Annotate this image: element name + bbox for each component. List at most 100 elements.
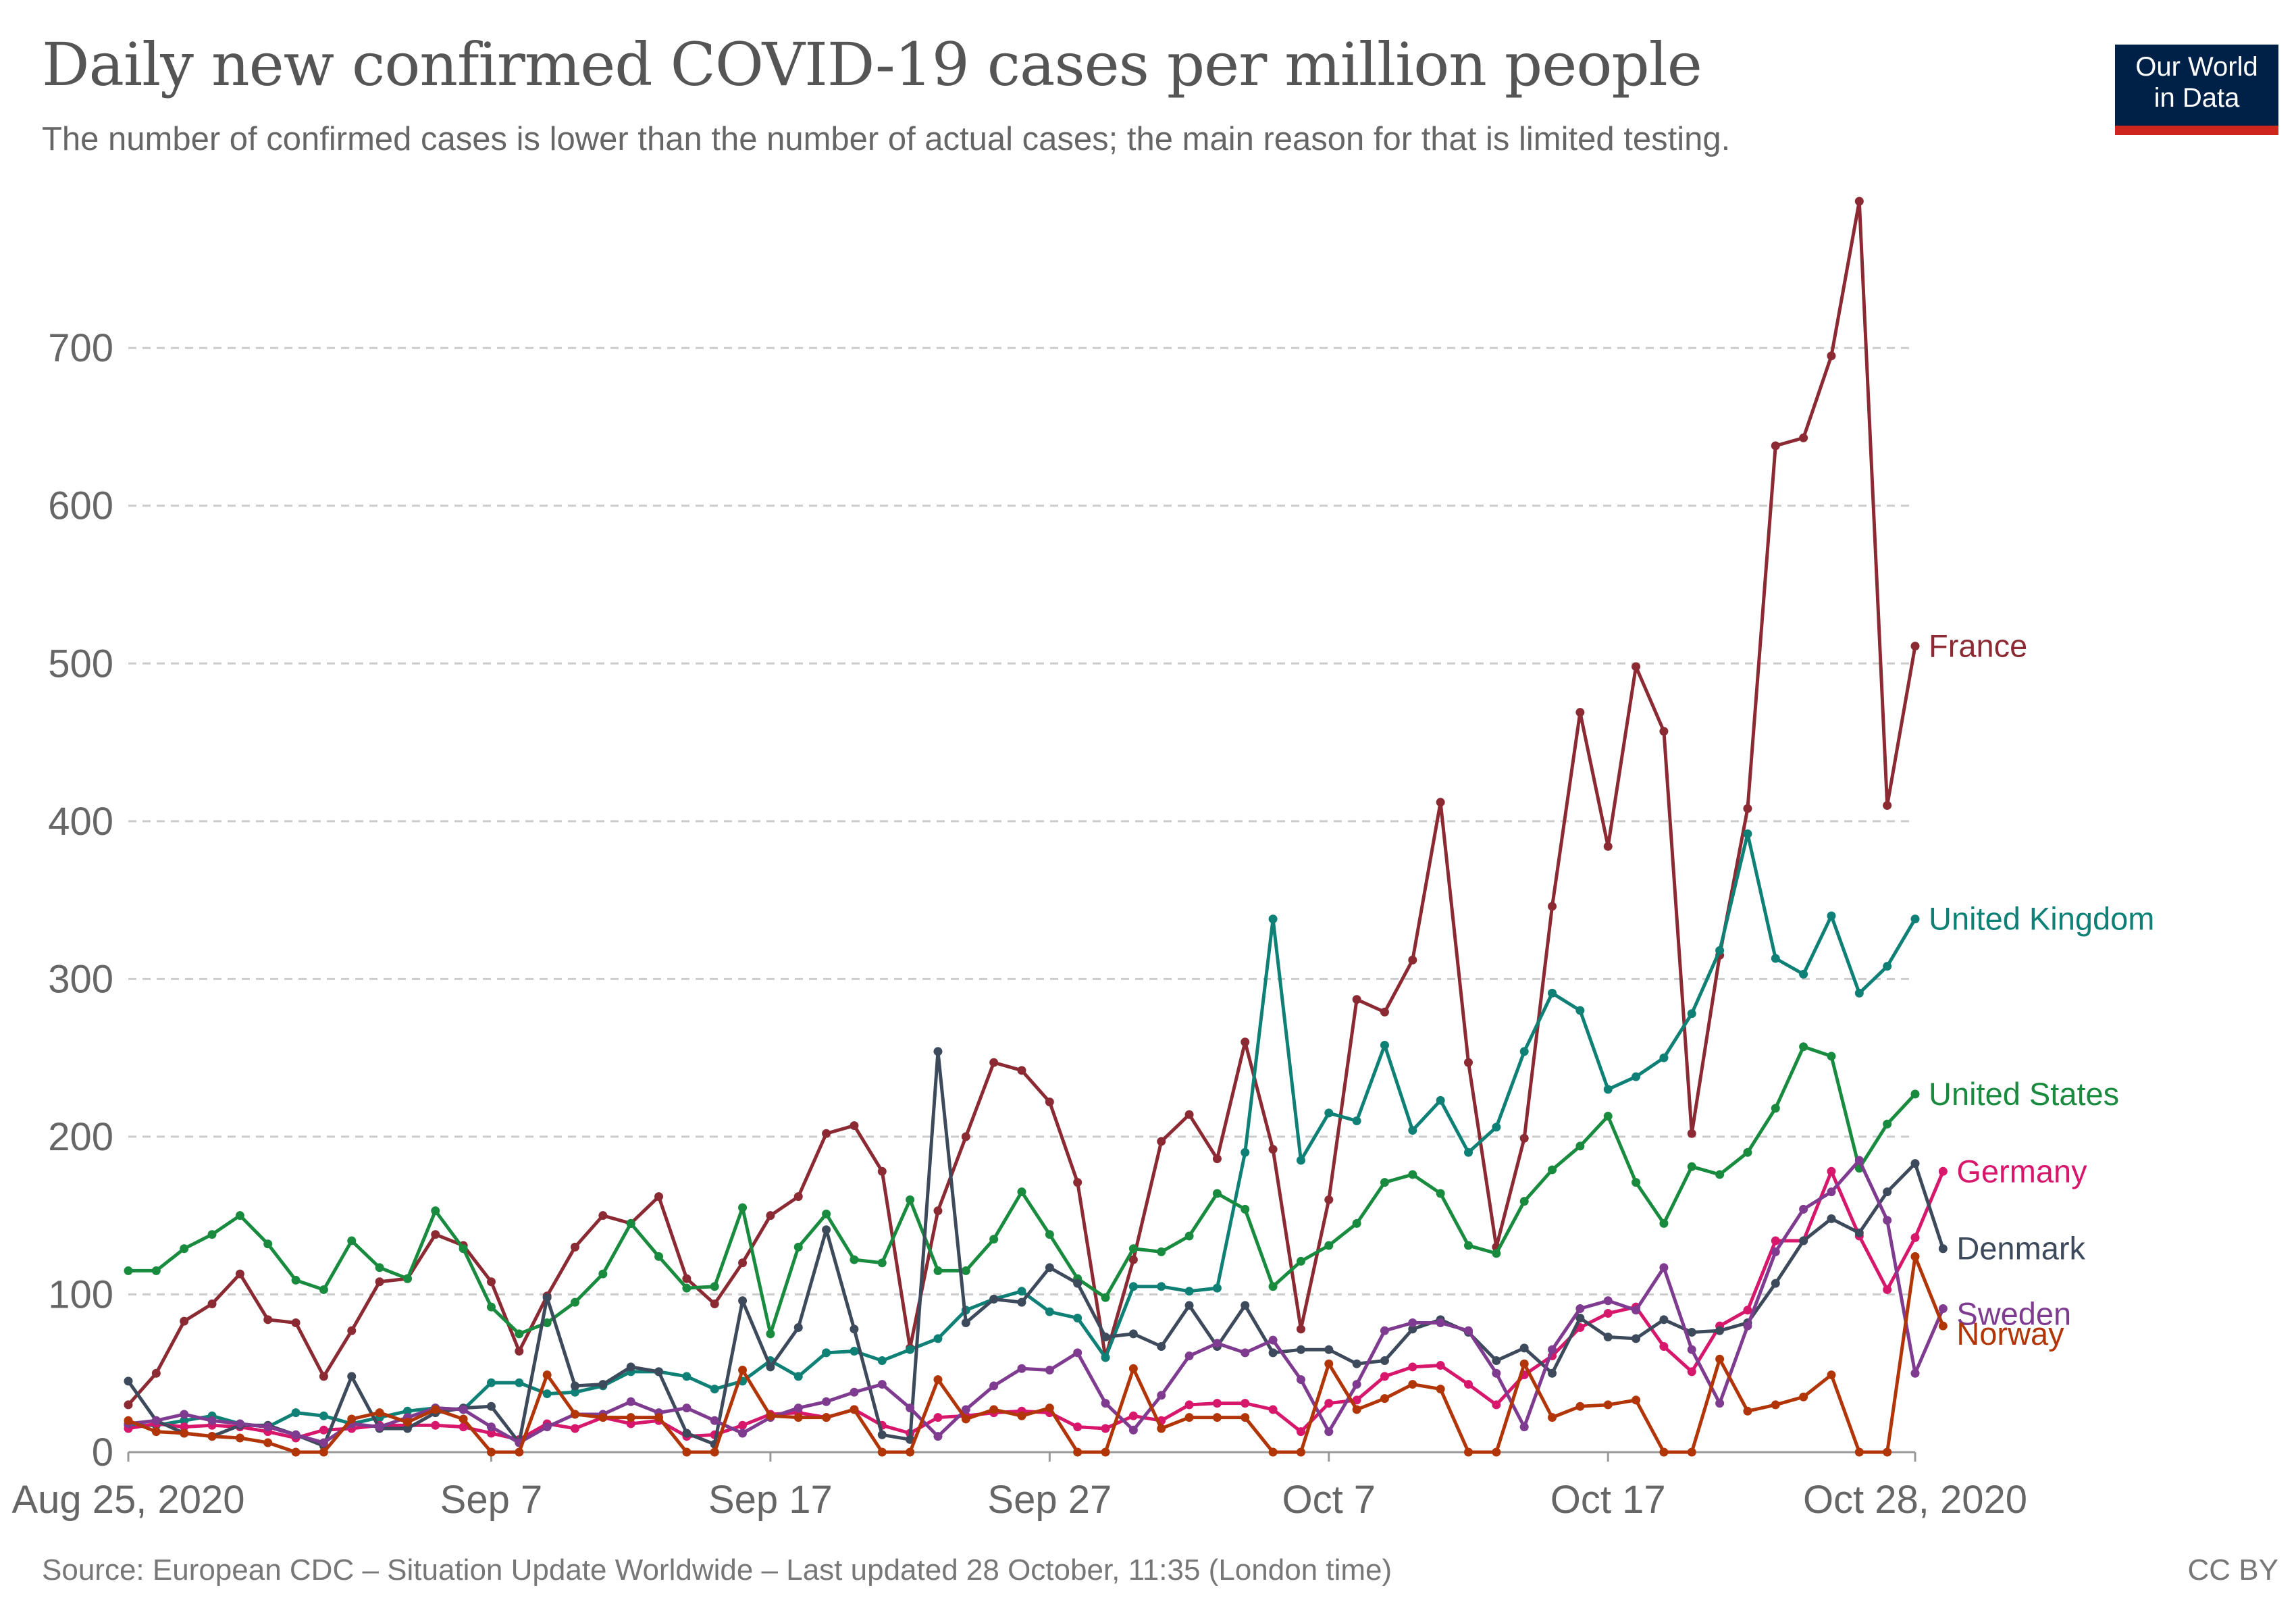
data-point-united-states[interactable] xyxy=(571,1297,579,1307)
data-point-france[interactable] xyxy=(1352,995,1361,1004)
data-point-norway[interactable] xyxy=(738,1366,748,1375)
owid-logo[interactable]: Our World in Data xyxy=(2115,45,2278,135)
data-point-norway[interactable] xyxy=(1241,1413,1250,1422)
data-point-norway[interactable] xyxy=(1799,1392,1808,1401)
data-point-germany[interactable] xyxy=(1073,1422,1082,1432)
data-point-norway[interactable] xyxy=(1492,1447,1501,1457)
data-point-sweden[interactable] xyxy=(1715,1399,1725,1408)
data-point-germany[interactable] xyxy=(180,1422,189,1432)
data-point-norway[interactable] xyxy=(1771,1400,1780,1410)
data-point-sweden[interactable] xyxy=(850,1387,859,1397)
data-point-france[interactable] xyxy=(1017,1066,1026,1075)
data-point-sweden[interactable] xyxy=(906,1404,915,1413)
data-point-germany[interactable] xyxy=(1296,1427,1305,1437)
data-point-sweden[interactable] xyxy=(1687,1345,1696,1354)
data-point-denmark[interactable] xyxy=(1883,1187,1892,1197)
data-point-united-states[interactable] xyxy=(542,1318,552,1327)
data-point-sweden[interactable] xyxy=(263,1422,273,1432)
data-point-united-kingdom[interactable] xyxy=(1492,1123,1501,1132)
data-point-denmark[interactable] xyxy=(626,1362,635,1372)
data-point-germany[interactable] xyxy=(738,1420,748,1430)
data-point-united-kingdom[interactable] xyxy=(1017,1287,1026,1296)
data-point-germany[interactable] xyxy=(1827,1166,1836,1176)
data-point-germany[interactable] xyxy=(626,1419,635,1429)
data-point-united-kingdom[interactable] xyxy=(1128,1282,1138,1291)
data-point-sweden[interactable] xyxy=(1603,1296,1613,1306)
data-point-united-kingdom[interactable] xyxy=(1101,1353,1110,1362)
data-point-united-states[interactable] xyxy=(207,1230,217,1239)
data-point-united-states[interactable] xyxy=(431,1206,440,1216)
data-point-united-kingdom[interactable] xyxy=(542,1389,552,1399)
data-point-france[interactable] xyxy=(1184,1110,1194,1119)
data-point-united-kingdom[interactable] xyxy=(1715,946,1725,955)
data-point-sweden[interactable] xyxy=(1268,1335,1278,1345)
series-line-norway[interactable] xyxy=(128,1254,1945,1454)
data-point-denmark[interactable] xyxy=(738,1296,748,1306)
data-point-sweden[interactable] xyxy=(1519,1422,1529,1432)
data-point-norway[interactable] xyxy=(906,1447,915,1457)
data-point-united-kingdom[interactable] xyxy=(1296,1156,1305,1165)
data-point-france[interactable] xyxy=(1380,1007,1389,1017)
data-point-denmark[interactable] xyxy=(1380,1356,1389,1366)
data-point-sweden[interactable] xyxy=(682,1404,692,1413)
data-point-united-states[interactable] xyxy=(1883,1119,1892,1129)
data-point-norway[interactable] xyxy=(459,1414,468,1424)
data-point-united-kingdom[interactable] xyxy=(1045,1307,1054,1316)
data-point-france[interactable] xyxy=(1073,1178,1082,1187)
data-point-norway[interactable] xyxy=(542,1370,552,1380)
series-line-denmark[interactable] xyxy=(126,1050,1945,1448)
data-point-denmark[interactable] xyxy=(1519,1343,1529,1353)
data-point-france[interactable] xyxy=(1268,1145,1278,1154)
data-point-united-kingdom[interactable] xyxy=(1575,1006,1585,1015)
data-point-united-states[interactable] xyxy=(1519,1197,1529,1206)
data-point-united-states[interactable] xyxy=(654,1252,664,1261)
data-point-denmark[interactable] xyxy=(571,1381,579,1391)
data-point-france[interactable] xyxy=(1632,662,1641,671)
data-point-denmark[interactable] xyxy=(906,1435,915,1444)
data-point-sweden[interactable] xyxy=(1743,1321,1752,1331)
data-point-france[interactable] xyxy=(1324,1195,1334,1204)
data-point-france[interactable] xyxy=(961,1132,970,1141)
data-point-united-states[interactable] xyxy=(1212,1189,1222,1198)
data-point-sweden[interactable] xyxy=(542,1422,552,1432)
data-point-united-kingdom[interactable] xyxy=(1743,829,1752,839)
data-point-germany[interactable] xyxy=(1910,1233,1920,1242)
data-point-france[interactable] xyxy=(1548,902,1557,911)
data-point-norway[interactable] xyxy=(877,1447,887,1457)
source-note[interactable]: Source: European CDC – Situation Update … xyxy=(42,1553,1392,1587)
data-point-united-kingdom[interactable] xyxy=(1184,1287,1194,1296)
data-point-united-states[interactable] xyxy=(989,1235,999,1244)
series-norway[interactable] xyxy=(124,1252,1948,1457)
data-point-sweden[interactable] xyxy=(877,1380,887,1389)
data-point-united-states[interactable] xyxy=(766,1329,775,1339)
data-point-norway[interactable] xyxy=(1268,1447,1278,1457)
data-point-sweden[interactable] xyxy=(738,1429,748,1438)
data-point-denmark[interactable] xyxy=(1128,1329,1138,1339)
data-point-denmark[interactable] xyxy=(850,1324,859,1334)
data-point-united-states[interactable] xyxy=(151,1266,161,1275)
data-point-norway[interactable] xyxy=(1436,1385,1445,1394)
data-point-france[interactable] xyxy=(822,1129,831,1138)
data-point-united-states[interactable] xyxy=(1743,1148,1752,1157)
data-point-denmark[interactable] xyxy=(1296,1345,1305,1354)
data-point-denmark[interactable] xyxy=(1241,1301,1250,1310)
data-point-denmark[interactable] xyxy=(1492,1356,1501,1366)
data-point-united-kingdom[interactable] xyxy=(180,1416,189,1425)
data-point-sweden[interactable] xyxy=(1296,1375,1305,1385)
data-point-germany[interactable] xyxy=(1464,1380,1473,1389)
data-point-denmark[interactable] xyxy=(1017,1297,1026,1307)
series-line-united-kingdom[interactable] xyxy=(128,832,1917,1429)
data-point-france[interactable] xyxy=(1519,1133,1529,1143)
data-point-france[interactable] xyxy=(877,1166,887,1176)
data-point-france[interactable] xyxy=(766,1211,775,1220)
data-point-united-states[interactable] xyxy=(682,1283,692,1293)
data-point-norway[interactable] xyxy=(598,1413,608,1422)
data-point-united-states[interactable] xyxy=(515,1329,524,1339)
data-point-united-kingdom[interactable] xyxy=(1352,1116,1361,1126)
data-point-norway[interactable] xyxy=(1659,1447,1669,1457)
data-point-united-states[interactable] xyxy=(291,1275,301,1285)
data-point-sweden[interactable] xyxy=(1408,1318,1417,1327)
data-point-denmark[interactable] xyxy=(933,1047,943,1056)
data-point-united-kingdom[interactable] xyxy=(1464,1148,1473,1157)
data-point-sweden[interactable] xyxy=(1492,1368,1501,1378)
